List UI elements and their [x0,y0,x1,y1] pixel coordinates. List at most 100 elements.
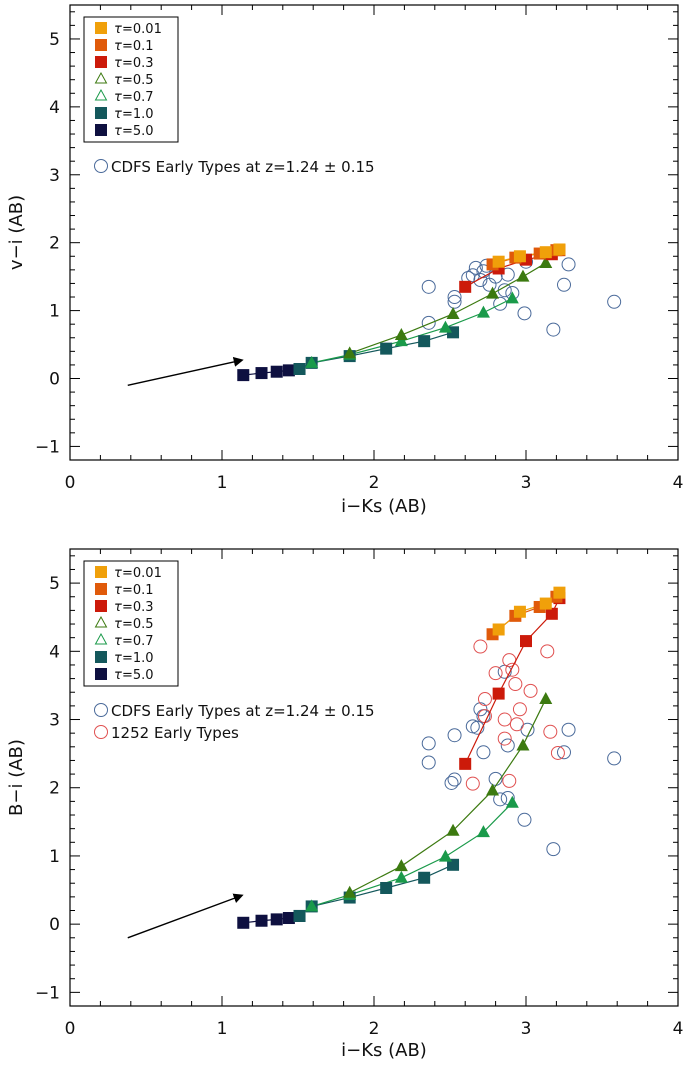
obs-cdfs-point [517,812,532,827]
obs-1252-point [509,717,524,732]
obs-cdfs-point [421,315,436,330]
legend-label: =5.0 [122,668,154,683]
legend-marker [95,651,107,663]
obs-cdfs-point [497,283,512,298]
track-point-tau-0.01 [492,255,505,268]
x-tick-label: 0 [65,473,76,493]
obs-cdfs-point [546,322,561,337]
legend-marker [95,107,107,119]
legend-label: =0.7 [122,634,154,649]
x-tick-label: 2 [369,1019,380,1039]
legend-marker [94,71,108,84]
legend-marker [95,22,107,34]
y-tick-label: 0 [49,915,60,935]
obs-cdfs-point [468,260,483,275]
obs-cdfs-point [546,842,561,857]
track-point-tau-5.0 [237,369,250,382]
legend-label: =0.5 [122,617,154,632]
y-tick-label: 5 [49,574,60,594]
obs-1252-point [508,677,523,692]
obs-cdfs-point [493,792,508,807]
track-point-tau-0.5 [343,346,357,359]
track-point-tau-1.0 [293,363,306,375]
x-tick-label: 0 [65,1019,76,1039]
track-point-tau-5.0 [255,367,268,380]
legend-marker [95,124,107,136]
track-point-tau-0.7 [394,870,408,883]
obs-cdfs-point [421,736,436,751]
legend-box [83,560,179,687]
obs-1252-point [497,712,512,727]
legend-label: =5.0 [122,124,154,139]
track-point-tau-0.5 [516,738,530,751]
obs-cdfs-point [473,273,488,288]
obs-cdfs-point [473,702,488,717]
track-line-tau-0.7 [311,802,513,907]
obs-cdfs-point [447,772,462,787]
track-point-tau-0.5 [486,286,500,299]
legend-marker [95,56,107,68]
track-point-tau-5.0 [270,913,283,926]
track-point-tau-0.3 [459,757,472,770]
legend-tau-symbol: τ [114,668,122,683]
track-point-tau-1.0 [447,858,460,871]
legend-label: =0.3 [122,600,154,615]
obs-legend-marker [94,703,108,717]
track-point-tau-0.01 [513,605,526,618]
x-tick-label: 4 [673,1019,684,1039]
y-tick-label: −1 [35,983,60,1003]
track-line-tau-0.7 [311,297,513,364]
legend-label: =0.1 [122,583,154,598]
plot-frame [69,4,679,461]
obs-cdfs-point [607,294,622,309]
obs-cdfs-point [465,719,480,734]
obs-cdfs-point [607,751,622,766]
obs-1252-point [477,692,492,707]
obs-legend-label: CDFS Early Types at z=1.24 ± 0.15 [111,158,375,176]
track-point-tau-5.0 [282,364,295,377]
x-axis-label: i−Ks (AB) [341,496,427,517]
obs-cdfs-point [497,664,512,679]
track-line-tau-0.5 [349,262,547,354]
track-point-tau-5.0 [282,912,295,925]
obs-cdfs-point [470,720,485,735]
y-tick-label: 3 [49,166,60,186]
obs-1252-point [505,662,520,677]
y-tick-label: 4 [49,642,60,662]
track-point-tau-1.0 [418,335,431,348]
obs-1252-point [502,773,517,788]
obs-cdfs-point [447,294,462,309]
direction-arrow [127,893,244,939]
obs-cdfs-point [465,268,480,283]
obs-cdfs-point [444,775,459,790]
obs-1252-point [473,639,488,654]
track-point-tau-1.0 [380,342,393,355]
obs-cdfs-point [500,738,515,753]
legend-tau-symbol: τ [114,617,122,632]
legend-label: =0.01 [122,22,162,37]
track-line-tau-0.5 [349,698,547,894]
y-tick-label: 4 [49,98,60,118]
track-point-tau-0.5 [516,269,530,282]
track-point-tau-0.7 [476,305,490,318]
legend-tau-symbol: τ [114,22,122,37]
obs-1252-point [523,683,538,698]
track-point-tau-0.3 [520,635,532,648]
track-point-tau-0.5 [394,859,408,872]
track-point-tau-5.0 [270,365,283,378]
x-tick-label: 3 [521,1019,532,1039]
track-point-tau-0.01 [513,250,526,263]
legend-label: =1.0 [122,651,154,666]
track-point-tau-0.3 [459,280,472,293]
obs-cdfs-point [500,267,515,282]
obs-cdfs-point [517,306,532,321]
legend-tau-symbol: τ [114,56,122,71]
track-point-tau-0.5 [394,328,408,341]
track-point-tau-0.5 [446,306,460,319]
track-point-tau-0.01 [539,597,552,610]
legend-tau-symbol: τ [114,107,122,122]
obs-legend-marker [94,159,108,173]
track-point-tau-0.01 [539,246,552,259]
legend-marker [95,668,107,680]
